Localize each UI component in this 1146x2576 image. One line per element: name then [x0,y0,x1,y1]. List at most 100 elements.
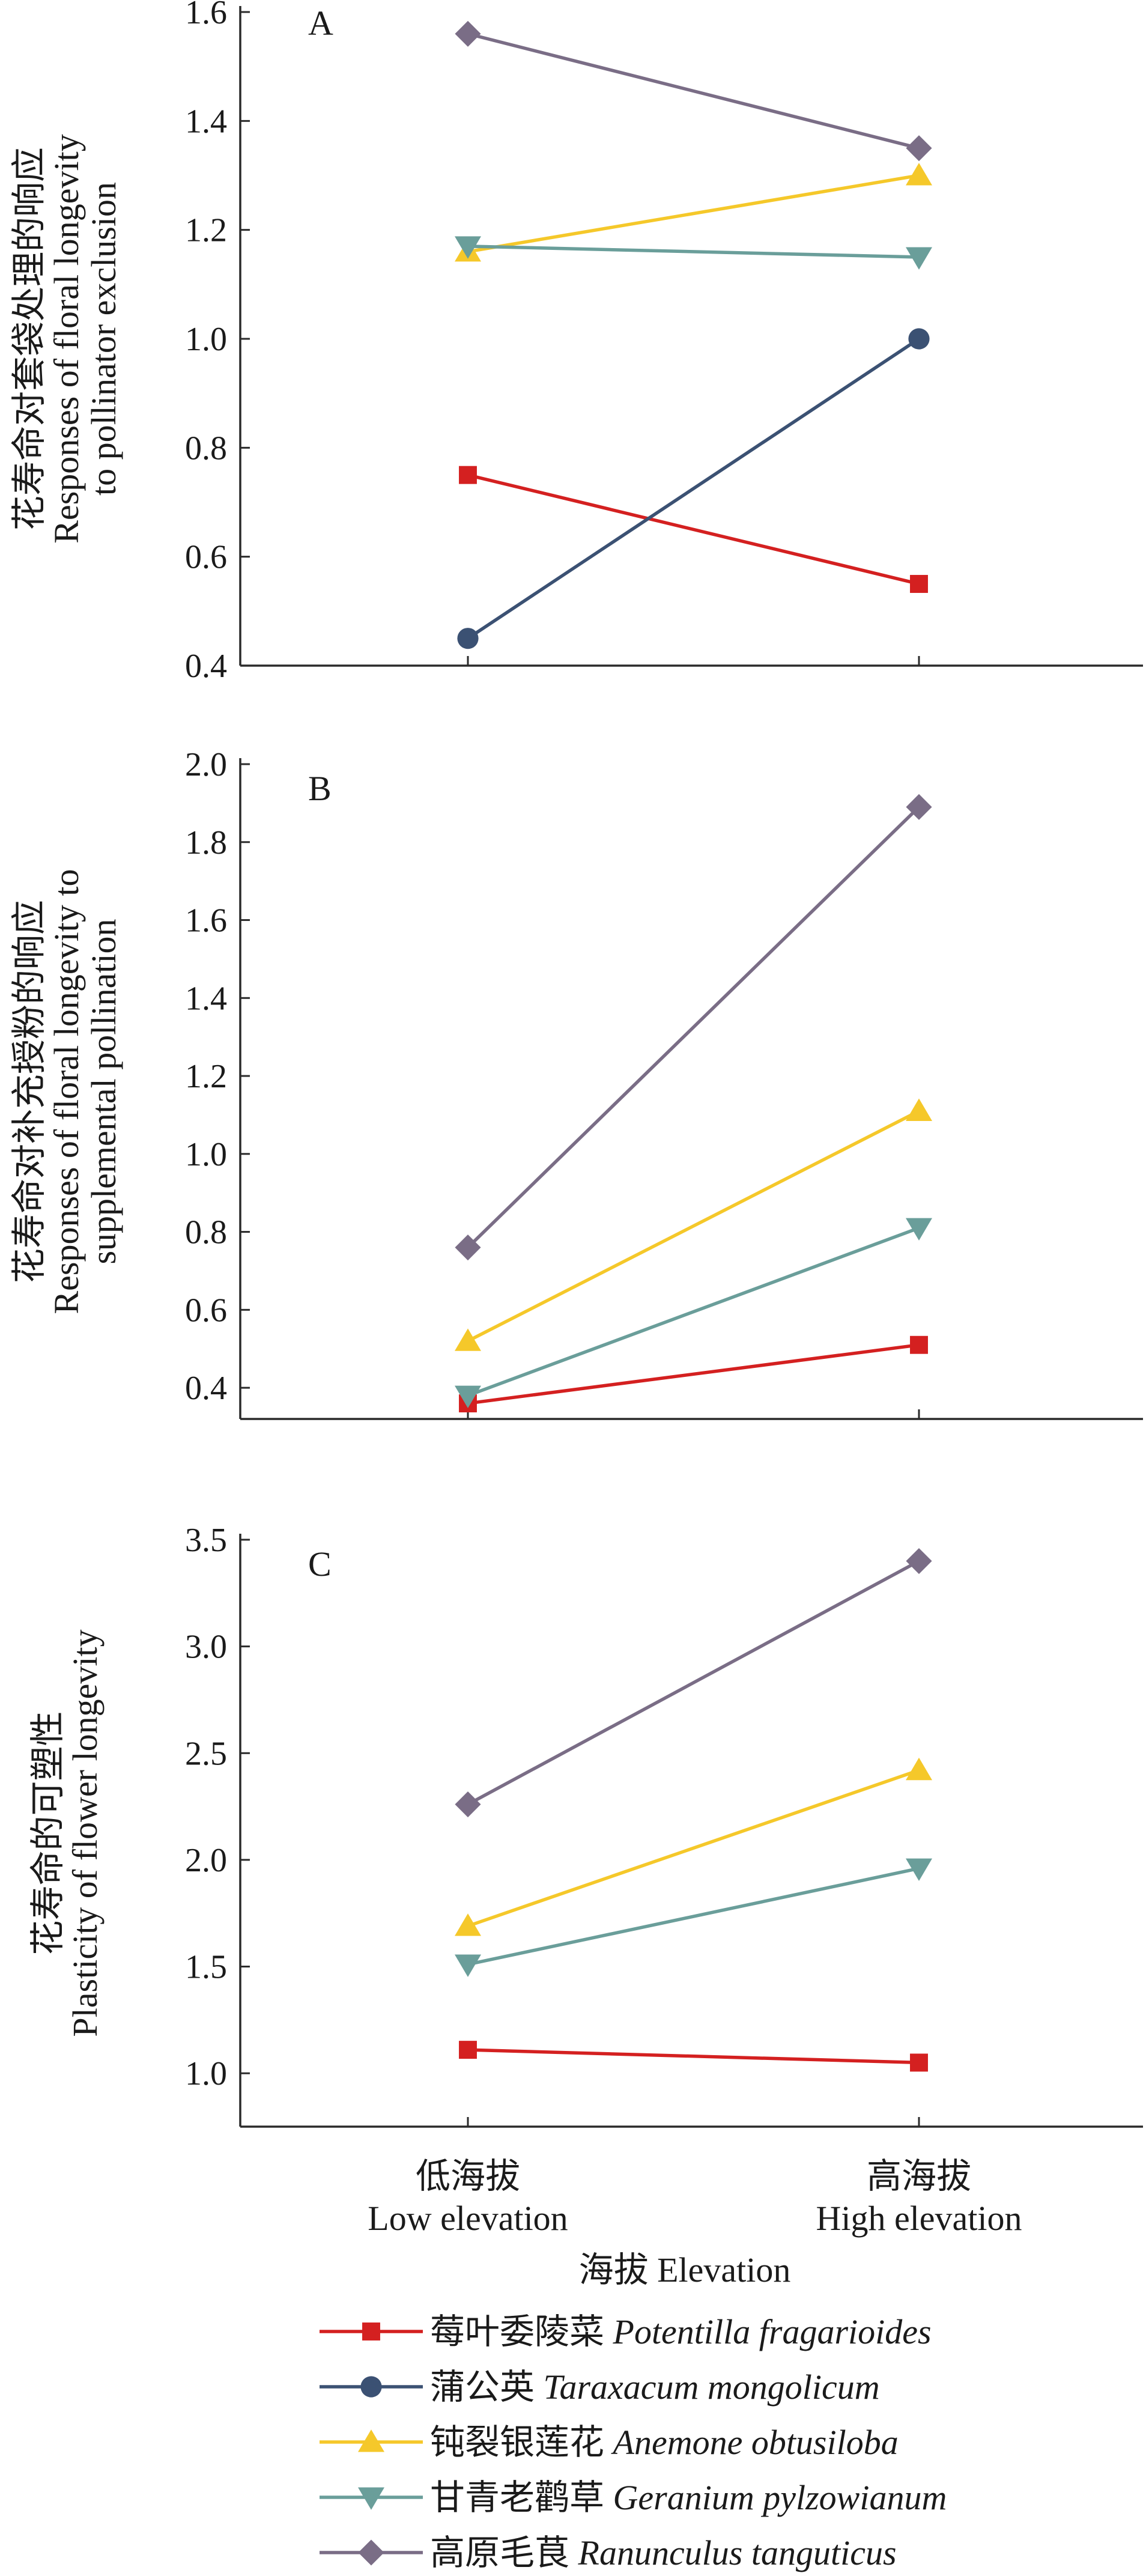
series-line-anemone [467,174,920,254]
x-category-label-en: High elevation [816,2199,1022,2238]
legend-label: 莓叶委陵菜 Potentilla fragarioides [430,2312,932,2351]
y-axis-title: 花寿命对套袋处理的响应 [10,147,49,530]
y-tick-label: 1.0 [185,2055,227,2092]
y-tick-label: 2.5 [185,1735,227,1772]
y-tick-label: 2.0 [185,1842,227,1879]
legend-label-latin: Geranium pylzowianum [613,2478,947,2517]
data-point-geranium [906,247,932,270]
data-point-geranium [455,236,481,259]
y-tick-label: 3.0 [185,1629,227,1666]
data-point-potentilla [910,2053,928,2072]
series-line-geranium [467,1867,920,1966]
legend-item-anemone: 钝裂银莲花 Anemone obtusiloba [320,2423,899,2462]
data-point-anemone [906,1757,932,1781]
legend-marker [358,2429,384,2452]
data-point-potentilla [910,1335,928,1354]
series-line-geranium [467,245,920,259]
legend-label-latin: Anemone obtusiloba [611,2423,899,2462]
data-point-anemone [906,163,932,186]
y-axis-title: Responses of floral longevity to [47,869,86,1314]
y-tick-label: 0.4 [185,648,227,685]
series-line-ranunculus [467,806,920,1249]
x-category-label-cn: 高海拔 [867,2157,971,2196]
y-tick-label: 0.8 [185,1214,227,1251]
panel-letter: C [308,1545,332,1584]
panel-letter: A [308,4,333,43]
y-tick-label: 1.2 [185,1058,227,1095]
legend: 莓叶委陵菜 Potentilla fragarioides 蒲公英 Taraxac… [320,2312,947,2572]
data-point-anemone [906,1098,932,1121]
data-point-geranium [906,1218,932,1241]
y-tick-label: 0.6 [185,1292,227,1329]
series-line-anemone [467,1109,920,1343]
series-line-potentilla [467,1343,920,1405]
data-point-potentilla [459,466,477,484]
x-category-label-en: Low elevation [368,2199,568,2238]
data-point-geranium [455,1954,481,1977]
panel-letter: B [308,769,332,808]
y-axis-title: supplemental pollination [84,919,123,1264]
y-tick-label: 1.4 [185,980,227,1017]
legend-label-cn: 甘青老鹳草 [430,2478,613,2517]
y-tick-label: 1.2 [185,212,227,249]
data-point-potentilla [910,575,928,593]
series-line-anemone [467,1769,920,1928]
legend-marker [358,2539,384,2566]
data-point-ranunculus [455,1234,481,1261]
legend-label: 蒲公英 Taraxacum mongolicum [430,2368,880,2407]
data-point-ranunculus [906,1548,932,1575]
legend-label-cn: 蒲公英 [430,2368,544,2407]
y-tick-label: 1.6 [185,0,227,31]
y-tick-label: 1.0 [185,1136,227,1173]
x-category-label-cn: 低海拔 [416,2157,520,2196]
legend-marker [358,2487,384,2510]
data-point-taraxacum [457,628,479,649]
legend-label-cn: 钝裂银莲花 [430,2423,613,2462]
y-axis-title: Responses of floral longevity [47,134,86,543]
legend-item-ranunculus: 高原毛茛 Ranunculus tanguticus [320,2533,897,2572]
legend-label-cn: 高原毛茛 [430,2533,578,2572]
legend-item-potentilla: 莓叶委陵菜 Potentilla fragarioides [320,2312,932,2351]
legend-marker [360,2376,382,2398]
legend-label: 高原毛茛 Ranunculus tanguticus [430,2533,897,2572]
y-tick-label: 2.0 [185,746,227,783]
legend-label-latin: Taraxacum mongolicum [544,2368,880,2407]
y-axis-title: Plasticity of flower longevity [65,1629,105,2037]
panel-b: 0.4 0.6 0.8 1.0 1.2 1.4 1.6 1.8 2.0 B 花寿命对补充授粉的响应R… [10,746,1143,1420]
data-point-ranunculus [906,135,932,162]
legend-label: 甘青老鹳草 Geranium pylzowianum [430,2478,947,2517]
data-point-potentilla [459,2041,477,2059]
data-point-ranunculus [455,1791,481,1818]
y-axis-title: 花寿命的可塑性 [28,1711,67,1955]
data-point-geranium [906,1858,932,1882]
y-tick-label: 1.8 [185,824,227,861]
legend-label-cn: 莓叶委陵菜 [430,2312,613,2351]
legend-label-latin: Ranunculus tanguticus [578,2533,897,2572]
data-point-taraxacum [908,328,930,350]
data-point-anemone [455,1328,481,1351]
series-line-taraxacum [467,337,920,640]
x-axis-title: 海拔 Elevation [579,2250,791,2289]
data-point-geranium [455,1385,481,1408]
data-point-ranunculus [906,794,932,820]
y-tick-label: 1.0 [185,321,227,358]
y-tick-label: 0.6 [185,539,227,576]
legend-item-geranium: 甘青老鹳草 Geranium pylzowianum [320,2478,947,2517]
legend-item-taraxacum: 蒲公英 Taraxacum mongolicum [320,2368,880,2407]
y-tick-label: 3.5 [185,1522,227,1559]
data-point-anemone [455,1913,481,1936]
series-line-ranunculus [467,1560,920,1806]
series-line-potentilla [467,2048,920,2065]
series-line-potentilla [467,473,920,586]
legend-marker [362,2322,380,2341]
series-line-ranunculus [467,32,920,150]
data-point-ranunculus [455,20,481,47]
y-tick-label: 0.4 [185,1370,227,1407]
legend-label: 钝裂银莲花 Anemone obtusiloba [430,2423,899,2462]
y-tick-label: 0.8 [185,430,227,467]
y-tick-label: 1.4 [185,103,227,140]
y-axis-title: to pollinator exclusion [84,182,123,496]
y-tick-label: 1.6 [185,902,227,940]
